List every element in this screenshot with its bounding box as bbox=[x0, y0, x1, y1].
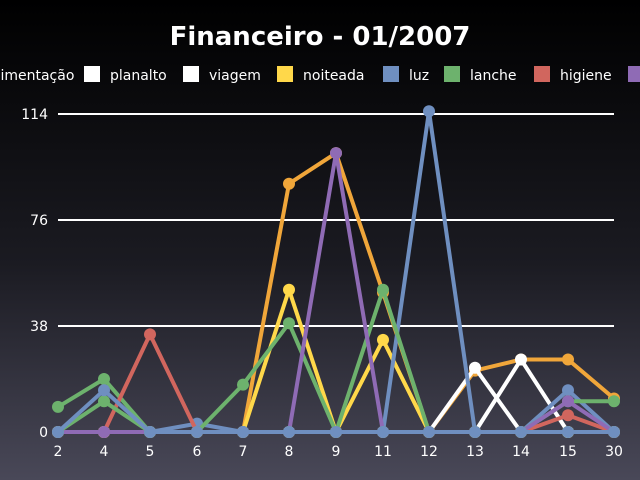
x-tick-label: 4 bbox=[100, 444, 109, 460]
data-point bbox=[330, 426, 342, 438]
x-tick-label: 14 bbox=[512, 444, 530, 460]
y-axis-ticks: 0 38 76 114 bbox=[21, 107, 48, 441]
data-point bbox=[283, 177, 295, 190]
data-point bbox=[283, 283, 295, 296]
legend-label: planalto bbox=[110, 68, 167, 84]
legend-swatch bbox=[534, 66, 550, 82]
y-tick-label: 114 bbox=[21, 107, 48, 123]
data-point bbox=[98, 373, 110, 385]
series-unnamed-7 bbox=[52, 147, 620, 438]
legend-label: lanche bbox=[470, 68, 517, 84]
legend-label: alimentação bbox=[0, 68, 74, 84]
legend-label: luz bbox=[409, 68, 429, 84]
data-point bbox=[423, 426, 435, 438]
data-point bbox=[423, 105, 435, 118]
legend-label: viagem bbox=[209, 68, 261, 84]
data-point bbox=[52, 426, 64, 438]
series-line bbox=[56, 332, 616, 434]
x-tick-label: 6 bbox=[193, 444, 202, 460]
legend: alimentação planalto viagem noiteada luz lanc… bbox=[0, 66, 640, 84]
x-tick-label: 12 bbox=[420, 444, 438, 460]
legend-swatch bbox=[628, 66, 640, 82]
chart-title: Financeiro - 01/2007 bbox=[170, 22, 471, 52]
data-point bbox=[562, 395, 574, 408]
data-point bbox=[377, 283, 389, 296]
y-tick-label: 0 bbox=[39, 425, 48, 441]
x-tick-label: 8 bbox=[285, 444, 294, 460]
data-point bbox=[237, 426, 249, 438]
series-lines bbox=[52, 105, 620, 438]
y-tick-label: 76 bbox=[30, 213, 48, 229]
series-line bbox=[56, 151, 616, 434]
data-point bbox=[98, 384, 110, 397]
x-tick-label: 5 bbox=[146, 444, 155, 460]
data-point bbox=[52, 400, 64, 413]
data-point bbox=[515, 353, 527, 366]
data-point bbox=[191, 426, 203, 438]
data-point bbox=[562, 384, 574, 397]
x-tick-label: 15 bbox=[559, 444, 577, 460]
data-point bbox=[283, 426, 295, 438]
data-point bbox=[469, 361, 481, 374]
x-tick-label: 9 bbox=[332, 444, 341, 460]
legend-swatch bbox=[277, 66, 293, 82]
legend-label: noiteada bbox=[303, 68, 364, 84]
legend-swatch bbox=[444, 66, 460, 82]
data-point bbox=[98, 426, 110, 438]
data-point bbox=[515, 426, 527, 438]
data-point bbox=[144, 426, 156, 438]
data-point bbox=[377, 333, 389, 346]
x-axis-ticks: 2 4 5 6 7 8 9 11 12 13 14 15 30 bbox=[54, 444, 623, 460]
y-tick-label: 38 bbox=[30, 319, 48, 335]
legend-swatch bbox=[84, 66, 100, 82]
grid-lines bbox=[58, 113, 614, 327]
x-tick-label: 7 bbox=[239, 444, 248, 460]
data-point bbox=[469, 426, 481, 438]
legend-label: higiene bbox=[560, 68, 612, 84]
series-alimentação bbox=[52, 147, 620, 438]
series-line bbox=[56, 151, 616, 434]
x-tick-label: 2 bbox=[54, 444, 63, 460]
data-point bbox=[562, 409, 574, 422]
data-point bbox=[562, 353, 574, 366]
data-point bbox=[377, 426, 389, 438]
data-point bbox=[330, 147, 342, 160]
x-tick-label: 13 bbox=[466, 444, 484, 460]
legend-swatch bbox=[383, 66, 399, 82]
legend-swatch bbox=[183, 66, 199, 82]
data-point bbox=[608, 395, 620, 408]
data-point bbox=[144, 328, 156, 341]
data-point bbox=[562, 426, 574, 438]
data-point bbox=[237, 378, 249, 391]
x-tick-label: 30 bbox=[605, 444, 623, 460]
data-point bbox=[608, 426, 620, 438]
x-tick-label: 11 bbox=[374, 444, 392, 460]
data-point bbox=[98, 395, 110, 408]
series-unnamed-9 bbox=[52, 384, 620, 438]
data-point bbox=[283, 317, 295, 330]
